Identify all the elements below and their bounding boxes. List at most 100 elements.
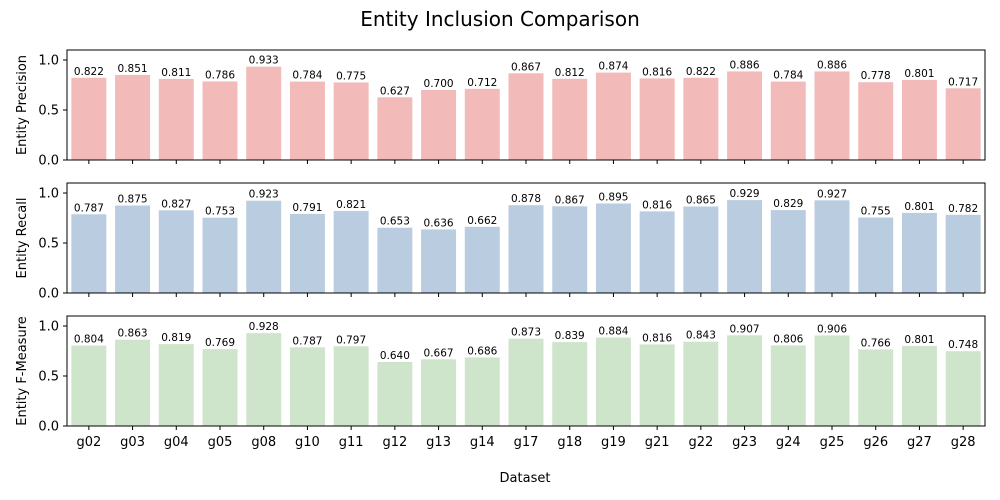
bar-g14 — [464, 88, 500, 160]
bar-g14 — [464, 226, 500, 293]
bar-g18 — [552, 206, 588, 293]
bar-g05 — [202, 349, 238, 426]
bar-g26 — [858, 349, 894, 426]
bar-value-label: 0.700 — [424, 78, 454, 90]
bar-value-label: 0.787 — [292, 335, 322, 347]
bar-value-label: 0.923 — [249, 189, 279, 201]
bar-value-label: 0.907 — [730, 323, 760, 335]
bar-value-label: 0.775 — [336, 71, 366, 83]
bar-value-label: 0.753 — [205, 206, 235, 218]
x-tick-label-g14: g14 — [470, 435, 495, 450]
bar-g17 — [508, 73, 544, 160]
y-tick-label: 1.0 — [38, 187, 59, 202]
bar-value-label: 0.933 — [249, 55, 279, 67]
bar-value-label: 0.640 — [380, 350, 410, 362]
x-axis-label: Dataset — [500, 471, 551, 486]
x-tick-label-g08: g08 — [251, 435, 276, 450]
bar-g21 — [639, 344, 675, 426]
bar-g03 — [115, 74, 151, 160]
bar-value-label: 0.827 — [161, 198, 191, 210]
bar-value-label: 0.816 — [642, 332, 672, 344]
x-tick-label-g19: g19 — [601, 435, 626, 450]
bar-value-label: 0.712 — [467, 77, 497, 89]
bar-value-label: 0.886 — [730, 59, 760, 71]
bar-g28 — [945, 351, 981, 426]
x-tick-label-g11: g11 — [339, 435, 364, 450]
bar-value-label: 0.822 — [74, 66, 104, 78]
bar-value-label: 0.801 — [904, 334, 934, 346]
bar-value-label: 0.797 — [336, 334, 366, 346]
bar-g26 — [858, 217, 894, 293]
x-tick-label-g27: g27 — [907, 435, 932, 450]
bar-value-label: 0.778 — [861, 70, 891, 82]
bar-value-label: 0.784 — [292, 70, 322, 82]
bar-value-label: 0.717 — [948, 76, 978, 88]
bar-g24 — [770, 81, 806, 160]
bar-value-label: 0.875 — [118, 194, 148, 206]
bar-value-label: 0.886 — [817, 59, 847, 71]
bar-g19 — [595, 203, 631, 293]
bar-g19 — [595, 72, 631, 160]
bar-value-label: 0.686 — [467, 345, 497, 357]
bar-g03 — [115, 205, 151, 293]
panel-2: 0.787 0.875 0.827 0.753 0.923 0.791 0.821 0.653… — [15, 182, 986, 302]
bar-g28 — [945, 88, 981, 160]
x-tick-label-g02: g02 — [76, 435, 101, 450]
bar-value-label: 0.874 — [598, 61, 628, 73]
bar-value-label: 0.873 — [511, 327, 541, 339]
bar-value-label: 0.653 — [380, 216, 410, 228]
bar-g10 — [289, 81, 325, 160]
bar-g12 — [377, 97, 413, 160]
bar-g27 — [901, 79, 937, 160]
bar-value-label: 0.816 — [642, 199, 672, 211]
bar-g26 — [858, 82, 894, 160]
y-axis-label: Entity Precision — [15, 55, 30, 155]
bar-g13 — [421, 90, 457, 160]
bar-g08 — [246, 66, 282, 160]
bar-g04 — [158, 344, 194, 426]
bar-value-label: 0.782 — [948, 203, 978, 215]
y-tick-label: 0.0 — [38, 420, 59, 435]
bar-value-label: 0.865 — [686, 195, 716, 207]
bar-g25 — [814, 335, 850, 426]
bar-g21 — [639, 78, 675, 160]
bar-g13 — [421, 229, 457, 293]
bar-g18 — [552, 342, 588, 426]
bar-g02 — [71, 77, 107, 160]
x-tick-label-g03: g03 — [120, 435, 145, 450]
bar-value-label: 0.766 — [861, 337, 891, 349]
bar-value-label: 0.863 — [118, 328, 148, 340]
bar-g22 — [683, 341, 719, 426]
bar-g05 — [202, 217, 238, 293]
bar-value-label: 0.843 — [686, 330, 716, 342]
x-tick-label-g25: g25 — [820, 435, 845, 450]
y-tick-label: 0.5 — [38, 104, 59, 119]
bar-g11 — [333, 210, 369, 293]
x-tick-label-g26: g26 — [863, 435, 888, 450]
bar-g23 — [727, 200, 763, 293]
bar-g28 — [945, 214, 981, 293]
y-tick-label: 0.5 — [38, 370, 59, 385]
bar-g11 — [333, 346, 369, 426]
bar-g13 — [421, 359, 457, 426]
bar-g08 — [246, 333, 282, 426]
x-tick-label-g22: g22 — [688, 435, 713, 450]
bar-value-label: 0.786 — [205, 69, 235, 81]
bar-value-label: 0.811 — [161, 67, 191, 79]
x-tick-label-g05: g05 — [208, 435, 233, 450]
bar-value-label: 0.867 — [511, 61, 541, 73]
x-tick-label-g13: g13 — [426, 435, 451, 450]
x-tick-label-g24: g24 — [776, 435, 801, 450]
bar-value-label: 0.804 — [74, 334, 104, 346]
bar-g22 — [683, 206, 719, 293]
bar-g08 — [246, 200, 282, 293]
chart-title: Entity Inclusion Comparison — [360, 7, 640, 31]
bar-g24 — [770, 210, 806, 293]
bar-g14 — [464, 357, 500, 426]
bar-value-label: 0.851 — [118, 63, 148, 75]
bar-g04 — [158, 78, 194, 160]
y-tick-label: 1.0 — [38, 54, 59, 69]
y-tick-label: 0.5 — [38, 237, 59, 252]
panel-1: 0.822 0.851 0.811 0.786 0.933 0.784 0.775 0.627… — [15, 49, 986, 169]
bar-g22 — [683, 77, 719, 160]
